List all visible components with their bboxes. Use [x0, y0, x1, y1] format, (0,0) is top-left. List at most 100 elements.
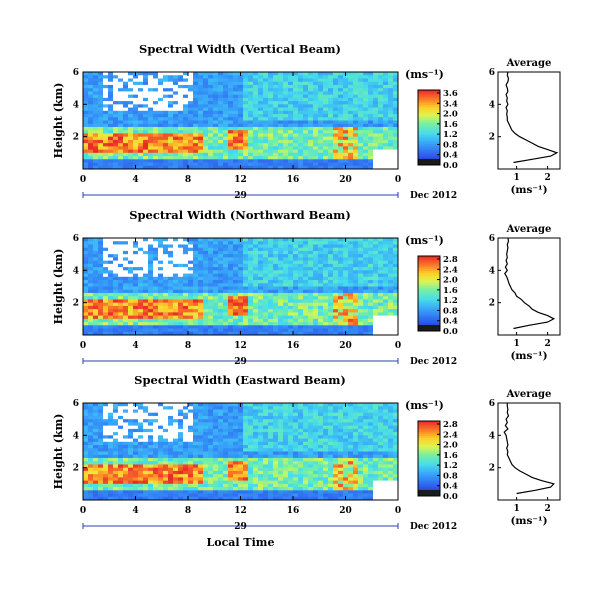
heatmap-cell — [163, 406, 169, 410]
heatmap-cell — [163, 441, 169, 446]
heatmap-cell — [143, 159, 149, 163]
heatmap-cell — [153, 325, 159, 329]
heatmap-cell — [108, 325, 114, 329]
heatmap-cell — [98, 496, 104, 501]
heatmap-cell — [138, 302, 144, 307]
heatmap-cell — [198, 88, 204, 92]
heatmap-cell — [193, 81, 199, 86]
heatmap-cell — [328, 238, 334, 242]
heatmap-cell — [203, 88, 209, 92]
heatmap-cell — [273, 318, 279, 323]
heatmap-cell — [308, 75, 314, 79]
heatmap-cell — [233, 412, 239, 417]
heatmap-cell — [193, 325, 199, 329]
heatmap-cell — [218, 97, 224, 102]
heatmap-cell — [118, 454, 124, 459]
heatmap-cell — [318, 162, 324, 167]
heatmap-cell — [363, 315, 369, 320]
heatmap-cell — [363, 280, 369, 284]
heatmap-cell — [83, 464, 89, 469]
heatmap-cell — [278, 114, 284, 118]
heatmap-cell — [148, 91, 154, 96]
heatmap-cell — [223, 149, 229, 154]
heatmap-cell — [388, 123, 394, 128]
heatmap-cell — [368, 126, 374, 131]
heatmap-cell — [158, 241, 164, 245]
heatmap-cell — [178, 425, 184, 430]
heatmap-cell — [253, 312, 259, 316]
heatmap-cell — [283, 257, 289, 262]
heatmap-cell — [218, 244, 224, 249]
heatmap-cell — [243, 309, 249, 313]
heatmap-cell — [218, 238, 224, 242]
heatmap-cell — [173, 496, 179, 501]
heatmap-cell — [288, 156, 294, 160]
heatmap-cell — [103, 136, 109, 141]
x-tick-label: 20 — [339, 175, 352, 185]
heatmap-cell — [288, 276, 294, 281]
heatmap-cell — [203, 97, 209, 102]
heatmap-cell — [148, 257, 154, 262]
heatmap-cell — [113, 280, 119, 284]
heatmap-cell — [118, 97, 124, 102]
heatmap-cell — [218, 72, 224, 76]
heatmap-cell — [323, 305, 329, 310]
heatmap-cell — [253, 130, 259, 134]
heatmap-cell — [393, 315, 399, 320]
heatmap-cell — [108, 88, 114, 92]
heatmap-cell — [173, 114, 179, 118]
heatmap-cell — [373, 292, 379, 297]
heatmap-cell — [93, 283, 99, 287]
heatmap-cell — [338, 309, 344, 313]
heatmap-cell — [268, 126, 274, 131]
heatmap-cell — [163, 156, 169, 160]
heatmap-cell — [93, 403, 99, 407]
heatmap-cell — [368, 286, 374, 291]
heatmap-cell — [233, 159, 239, 163]
heatmap-cell — [113, 270, 119, 274]
heatmap-cell — [203, 406, 209, 410]
heatmap-cell — [323, 120, 329, 125]
heatmap-cell — [168, 72, 174, 76]
heatmap-cell — [313, 165, 319, 170]
heatmap-cell — [358, 322, 364, 326]
heatmap-cell — [98, 117, 104, 121]
heatmap-cell — [393, 322, 399, 326]
heatmap-cell — [243, 267, 249, 271]
heatmap-cell — [218, 425, 224, 430]
heatmap-cell — [148, 467, 154, 472]
heatmap-cell — [233, 467, 239, 472]
heatmap-cell — [308, 331, 314, 336]
heatmap-cell — [163, 260, 169, 265]
heatmap-cell — [218, 156, 224, 160]
heatmap-cell — [353, 133, 359, 138]
heatmap-cell — [88, 110, 94, 115]
heatmap-cell — [183, 241, 189, 245]
heatmap-cell — [143, 422, 149, 427]
heatmap-cell — [118, 120, 124, 125]
heatmap-cell — [243, 464, 249, 469]
heatmap-cell — [193, 143, 199, 147]
heatmap-cell — [233, 238, 239, 242]
heatmap-cell — [103, 318, 109, 323]
heatmap-cell — [298, 276, 304, 281]
heatmap-cell — [123, 331, 129, 336]
heatmap-cell — [148, 123, 154, 128]
heatmap-cell — [158, 322, 164, 326]
heatmap-cell — [303, 104, 309, 108]
heatmap-cell — [263, 315, 269, 320]
heatmap-cell — [123, 477, 129, 481]
heatmap-cell — [258, 72, 264, 76]
heatmap-cell — [283, 315, 289, 320]
heatmap-cell — [163, 328, 169, 333]
heatmap-cell — [103, 487, 109, 491]
heatmap-cell — [188, 260, 194, 265]
heatmap-cell — [153, 156, 159, 160]
heatmap-cell — [368, 302, 374, 307]
heatmap-cell — [273, 276, 279, 281]
heatmap-cell — [103, 328, 109, 333]
heatmap-cell — [238, 480, 244, 485]
heatmap-cell — [128, 254, 134, 258]
heatmap-cell — [373, 81, 379, 86]
heatmap-cell — [113, 464, 119, 469]
